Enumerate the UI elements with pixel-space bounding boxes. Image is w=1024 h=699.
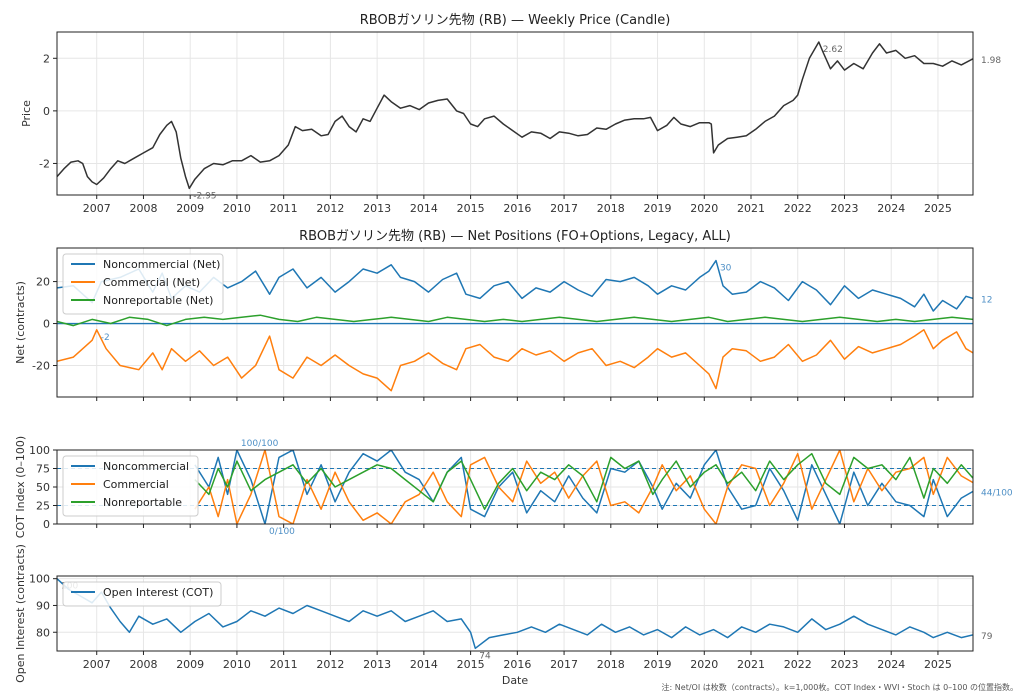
annotation-label: -2.95 (193, 191, 216, 201)
x-tick-label: 2022 (784, 202, 812, 215)
x-tick-label: 2013 (363, 202, 391, 215)
x-tick-label: 2017 (550, 202, 578, 215)
legend-label: Noncommercial (Net) (103, 258, 220, 271)
legend-label: Commercial (103, 478, 169, 491)
x-tick-label: 2025 (924, 658, 952, 671)
panel-title: RBOBガソリン先物 (RB) — Net Positions (FO+Opti… (299, 229, 731, 244)
footnote: 注: Net/OI は枚数（contracts）。k=1,000枚。COT In… (661, 683, 1018, 692)
x-tick-label: 2021 (737, 658, 765, 671)
x-tick-label: 2007 (83, 658, 111, 671)
y-axis-label: Open Interest (contracts) (14, 544, 27, 683)
x-tick-label: 2019 (644, 658, 672, 671)
x-tick-label: 2018 (597, 202, 625, 215)
plot-frame (56, 575, 974, 652)
annotation-label: 1.98 (981, 56, 1001, 66)
legend-label: Commercial (Net) (103, 276, 200, 289)
y-tick-label: 90 (36, 599, 50, 612)
series-line-nonreportable (194, 452, 973, 510)
y-tick-label: 2 (43, 52, 50, 65)
annotation-label: 2.62 (823, 45, 843, 55)
x-tick-label: 2009 (176, 202, 204, 215)
x-tick-label: 2015 (457, 202, 485, 215)
legend-box (62, 253, 224, 315)
x-tick-label: 2011 (270, 202, 298, 215)
y-tick-label: 0 (43, 105, 50, 118)
x-tick-label: 2016 (503, 202, 531, 215)
legend-label: Noncommercial (103, 460, 189, 473)
x-axis-label: Date (502, 674, 529, 687)
x-tick-label: 2008 (129, 658, 157, 671)
y-tick-label: 100 (29, 444, 50, 457)
x-tick-label: 2014 (410, 202, 438, 215)
series-line-open-interest-cot- (57, 578, 973, 650)
x-tick-label: 2009 (176, 658, 204, 671)
y-axis-label: Net (contracts) (14, 281, 27, 364)
x-tick-label: 2012 (316, 202, 344, 215)
x-tick-label: 2014 (410, 658, 438, 671)
x-tick-label: 2016 (503, 658, 531, 671)
x-tick-label: 2020 (690, 658, 718, 671)
annotation-label: -2 (101, 333, 110, 343)
x-tick-label: 2017 (550, 658, 578, 671)
x-tick-label: 2007 (83, 202, 111, 215)
annotation-label: 44/100 (981, 488, 1013, 498)
y-tick-label: 25 (36, 500, 50, 513)
panel-1: -2 0 2 2007 2008 2009 2010 2011 2012 2013 2014 2015… (20, 13, 1001, 215)
plot-frame (56, 31, 974, 196)
annotation-label: 0/100 (269, 527, 295, 537)
x-tick-label: 2010 (223, 202, 251, 215)
panel-title: RBOBガソリン先物 (RB) — Weekly Price (Candle) (360, 13, 671, 28)
x-tick-label: 2010 (223, 658, 251, 671)
legend-label: Nonreportable (103, 496, 182, 509)
y-tick-label: 0 (43, 518, 50, 531)
x-tick-label: 2019 (644, 202, 672, 215)
y-tick-label: -2 (39, 157, 50, 170)
legend-box (62, 581, 222, 607)
annotation-label: 100/100 (241, 439, 279, 449)
y-tick-label: 20 (36, 276, 50, 289)
x-tick-label: 2015 (457, 658, 485, 671)
y-axis-label: COT Index (0–100) (14, 436, 27, 538)
x-tick-label: 2025 (924, 202, 952, 215)
y-tick-label: -20 (32, 360, 50, 373)
legend-box (62, 455, 199, 517)
x-tick-label: 2011 (270, 658, 298, 671)
x-tick-label: 2018 (597, 658, 625, 671)
annotation-label: 12 (981, 295, 992, 305)
series-line-commercial-net- (57, 329, 973, 392)
x-tick-label: 2021 (737, 202, 765, 215)
annotation-label: 79 (981, 632, 993, 642)
series-line-noncommercial (194, 450, 973, 524)
legend-label: Open Interest (COT) (103, 586, 213, 599)
annotation-label: 30 (720, 264, 732, 274)
series-line-nonreportable-net- (57, 314, 973, 327)
y-tick-label: 75 (36, 463, 50, 476)
y-tick-label: 100 (29, 573, 50, 586)
legend-label: Nonreportable (Net) (103, 294, 213, 307)
x-tick-label: 2020 (690, 202, 718, 215)
x-tick-label: 2013 (363, 658, 391, 671)
x-tick-label: 2008 (129, 202, 157, 215)
annotation-label: 74 (479, 651, 491, 661)
x-tick-label: 2012 (316, 658, 344, 671)
panel-4: 80 90 100 2007 2008 2009 2010 2011 2012 2013 2014 2… (14, 544, 993, 687)
series-line-price (57, 41, 973, 190)
plot-frame (56, 247, 974, 398)
x-tick-label: 2024 (877, 202, 905, 215)
x-tick-label: 2022 (784, 658, 812, 671)
y-tick-label: 50 (36, 481, 50, 494)
panel-2: -20 0 20 RBOBガソリン先物 (RB) — Net Positions (F… (14, 229, 992, 401)
y-tick-label: 0 (43, 318, 50, 331)
y-tick-label: 80 (36, 626, 50, 639)
y-axis-label: Price (20, 100, 33, 127)
x-tick-label: 2023 (830, 202, 858, 215)
x-tick-label: 2023 (830, 658, 858, 671)
x-tick-label: 2024 (877, 658, 905, 671)
